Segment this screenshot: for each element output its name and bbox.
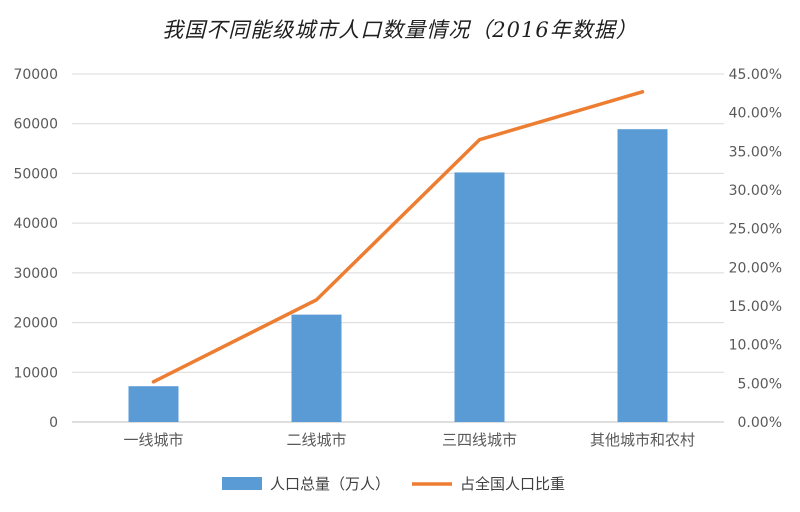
y-right-tick-label: 20.00% (729, 260, 782, 276)
y-left-tick-label: 70000 (13, 67, 58, 83)
legend-label-bar: 人口总量（万人） (270, 475, 390, 493)
y-left-tick-label: 30000 (13, 266, 58, 282)
axes: 0 10000 20000 30000 40000 50000 60000 70000 0.00… (13, 67, 782, 449)
line-point (478, 138, 481, 142)
x-tick-label: 其他城市和农村 (590, 431, 695, 449)
legend: 人口总量（万人） 占全国人口比重 (222, 475, 565, 493)
x-tick-label: 二线城市 (286, 431, 346, 449)
y-left-tick-label: 0 (49, 415, 58, 431)
y-left-tick-label: 50000 (13, 166, 58, 182)
y-right-tick-label: 15.00% (729, 299, 782, 315)
y-right-tick-label: 5.00% (738, 376, 782, 392)
bar (454, 172, 505, 422)
y-left-tick-label: 10000 (13, 365, 58, 381)
y-left-tick-label: 20000 (13, 316, 58, 332)
y-right-tick-label: 45.00% (729, 67, 782, 83)
bar-series (128, 129, 668, 422)
y-right-tick-label: 40.00% (729, 106, 782, 122)
line-point (641, 90, 644, 94)
legend-label-line: 占全国人口比重 (460, 475, 565, 493)
x-tick-label: 一线城市 (123, 431, 183, 449)
x-tick-label: 三四线城市 (442, 431, 517, 449)
y-left-tick-label: 40000 (13, 216, 58, 232)
grid (72, 73, 724, 423)
y-right-tick-label: 0.00% (738, 415, 782, 431)
bar (617, 129, 668, 422)
y-right-tick-label: 10.00% (729, 338, 782, 354)
legend-swatch-bar (222, 477, 262, 490)
line-series-path (151, 90, 645, 384)
y-right-tick-label: 30.00% (729, 183, 782, 199)
y-left-tick-label: 60000 (13, 117, 58, 133)
y-right-tick-label: 25.00% (729, 222, 782, 238)
line-point (315, 298, 318, 302)
line-point (152, 380, 155, 384)
chart-title: 我国不同能级城市人口数量情况（2016年数据） (162, 18, 637, 42)
y-right-tick-label: 35.00% (729, 144, 782, 160)
bar (128, 386, 179, 422)
line-series (151, 90, 645, 384)
bar (291, 314, 342, 422)
